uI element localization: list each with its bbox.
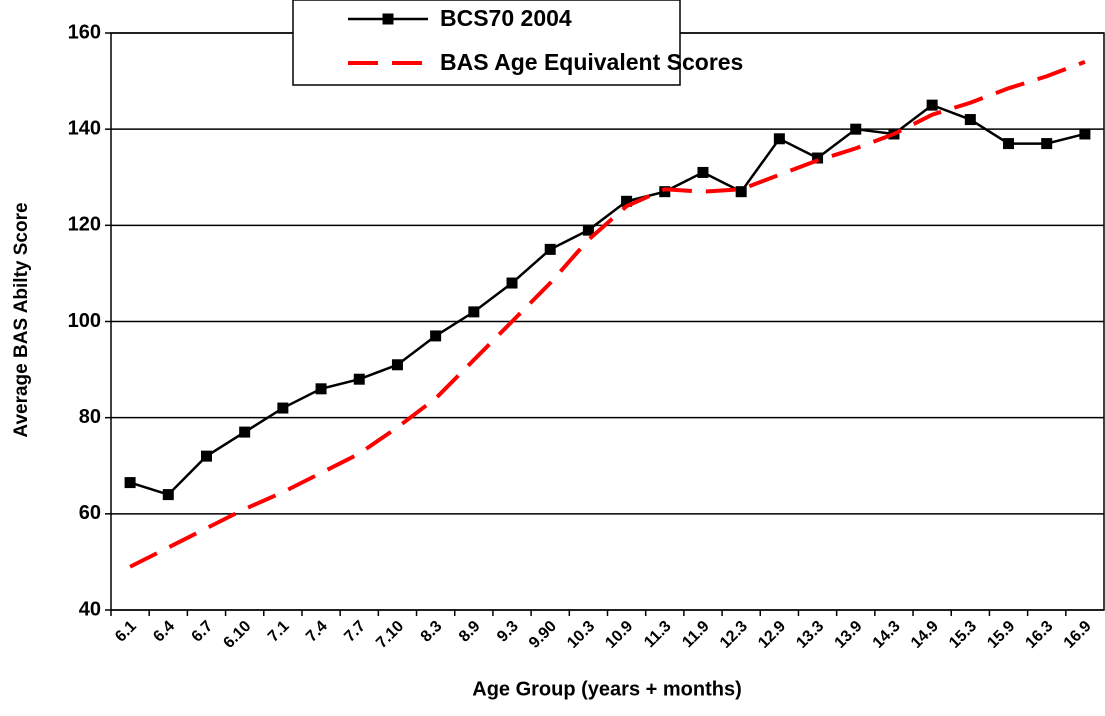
marker — [1003, 138, 1015, 150]
x-tick-label: 7.4 — [303, 618, 331, 646]
y-axis-label: Average BAS Abilty Score — [11, 202, 32, 437]
marker — [850, 123, 862, 135]
marker — [926, 99, 938, 111]
x-tick-label: 8.3 — [418, 618, 446, 646]
marker — [391, 359, 403, 371]
x-tick-label: 7.1 — [265, 618, 293, 646]
y-tick-label: 100 — [68, 310, 101, 332]
x-tick-label: 6.7 — [189, 618, 217, 646]
marker — [964, 114, 976, 126]
marker — [506, 277, 518, 289]
x-tick-label: 15.3 — [946, 618, 980, 652]
x-tick-label: 14.9 — [908, 618, 942, 652]
x-tick-label: 7.10 — [373, 618, 407, 652]
y-tick-label: 160 — [68, 21, 101, 43]
marker — [353, 373, 365, 385]
x-tick-label: 15.9 — [984, 618, 1018, 652]
marker — [697, 166, 709, 178]
marker — [1079, 128, 1091, 140]
marker — [659, 186, 671, 198]
marker — [773, 133, 785, 145]
x-tick-label: 12.9 — [755, 618, 789, 652]
x-tick-label: 16.3 — [1022, 618, 1056, 652]
x-tick-label: 7.7 — [341, 618, 369, 646]
marker — [200, 450, 212, 462]
y-tick-label: 80 — [79, 406, 101, 428]
x-tick-label: 13.9 — [832, 618, 866, 652]
x-tick-label: 11.9 — [679, 618, 712, 651]
marker — [735, 186, 747, 198]
y-tick-label: 120 — [68, 214, 101, 236]
y-tick-label: 60 — [79, 502, 101, 524]
marker — [162, 489, 174, 501]
legend-label: BAS Age Equivalent Scores — [440, 49, 743, 75]
x-tick-label: 6.4 — [150, 618, 178, 646]
marker — [468, 306, 480, 318]
marker — [544, 243, 556, 255]
x-tick-label: 14.3 — [870, 618, 904, 652]
marker — [315, 383, 327, 395]
x-tick-label: 16.9 — [1061, 618, 1095, 652]
legend-label: BCS70 2004 — [440, 5, 572, 31]
x-tick-label: 9.90 — [526, 618, 560, 652]
marker — [812, 152, 824, 164]
x-axis-label: Age Group (years + months) — [472, 678, 742, 700]
x-tick-label: 6.10 — [220, 618, 254, 652]
x-tick-label: 12.3 — [717, 618, 751, 652]
marker — [124, 477, 136, 489]
marker — [582, 224, 594, 236]
marker — [1041, 138, 1053, 150]
legend-marker — [382, 13, 394, 25]
x-tick-label: 8.9 — [456, 618, 484, 646]
marker — [621, 195, 633, 207]
x-tick-label: 13.3 — [793, 618, 827, 652]
y-tick-label: 140 — [68, 117, 101, 139]
series-line — [129, 103, 1086, 497]
marker — [430, 330, 442, 342]
x-tick-label: 9.3 — [494, 618, 522, 646]
series-line — [129, 59, 1086, 569]
marker — [239, 426, 251, 438]
marker — [277, 402, 289, 414]
y-tick-label: 40 — [79, 598, 101, 620]
x-tick-label: 11.3 — [641, 618, 674, 651]
x-tick-label: 6.1 — [112, 618, 140, 646]
x-tick-label: 10.3 — [564, 618, 598, 652]
legend-box — [292, 0, 681, 86]
x-tick-label: 10.9 — [602, 618, 636, 652]
